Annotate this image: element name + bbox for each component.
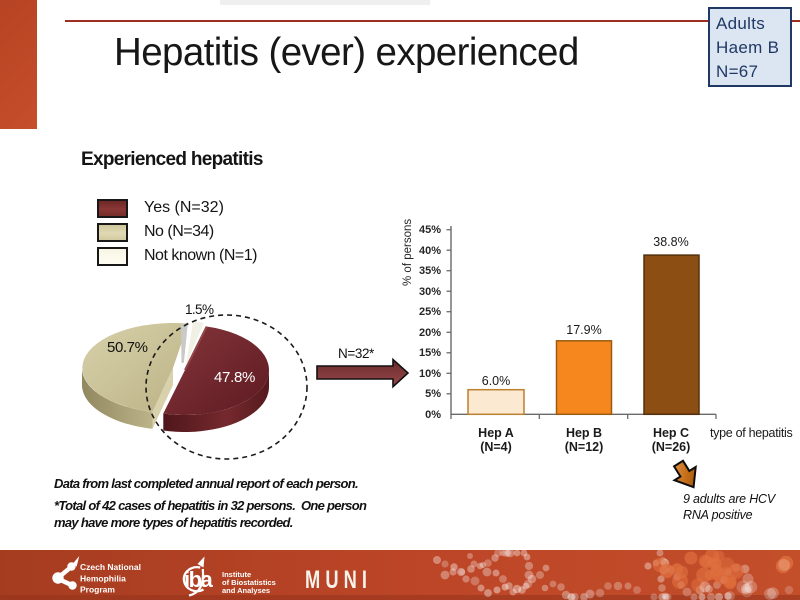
svg-text:Hemophilia: Hemophilia xyxy=(80,574,126,584)
svg-text:of Biostatistics: of Biostatistics xyxy=(222,578,276,587)
svg-text:and Analyses: and Analyses xyxy=(222,586,270,595)
svg-text:M U N I: M U N I xyxy=(305,566,367,594)
svg-text:Czech National: Czech National xyxy=(80,562,141,572)
svg-text:Institute: Institute xyxy=(222,570,251,579)
svg-text:Program: Program xyxy=(80,585,115,595)
